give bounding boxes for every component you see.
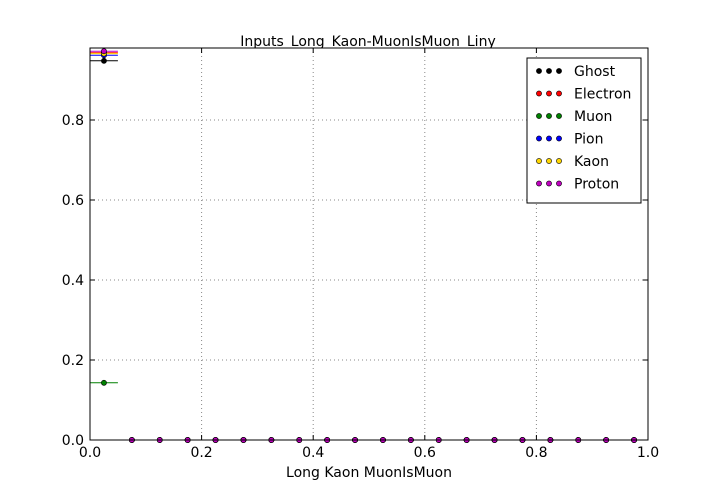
legend: Ghost Electron Muon Pion Kaon Proton (526, 57, 642, 204)
x-tick-label: 0.4 (302, 445, 324, 461)
chart-title: Inputs_Long_Kaon-MuonIsMuon_Liny (240, 34, 495, 50)
legend-marker (546, 90, 552, 97)
legend-marker (556, 180, 562, 187)
x-tick-label: 0.8 (525, 445, 547, 461)
legend-label: Kaon (574, 154, 609, 170)
x-tick-label: 0.0 (79, 445, 101, 461)
legend-marker (546, 158, 552, 164)
legend-marker (536, 180, 542, 187)
legend-marker (556, 135, 562, 142)
legend-label: Muon (574, 109, 612, 125)
legend-marker (536, 68, 542, 74)
legend-marker (546, 180, 552, 187)
y-tick-label: 0.0 (62, 433, 84, 449)
legend-label: Pion (574, 132, 603, 148)
legend-marker (536, 135, 542, 142)
legend-label: Proton (574, 177, 619, 193)
legend-marker (556, 158, 562, 164)
legend-marker (546, 113, 552, 119)
y-tick-label: 0.4 (62, 273, 84, 289)
y-tick-label: 0.8 (62, 113, 84, 129)
legend-marker (546, 135, 552, 142)
x-axis: 0.0 0.2 0.4 0.6 0.8 1.0 (79, 48, 659, 461)
x-axis-label: Long Kaon MuonIsMuon (286, 465, 452, 481)
legend-marker (546, 68, 552, 74)
legend-marker (536, 90, 542, 97)
legend-marker (536, 113, 542, 119)
y-axis: 0.0 0.2 0.4 0.6 0.8 (62, 113, 648, 449)
legend-marker (536, 158, 542, 164)
x-tick-label: 1.0 (637, 445, 659, 461)
data-point (101, 57, 107, 64)
legend-label: Electron (574, 87, 631, 103)
x-tick-label: 0.6 (414, 445, 436, 461)
legend-box (526, 57, 642, 204)
legend-label: Ghost (574, 64, 616, 80)
plot-frame (89, 47, 649, 441)
data-point (101, 379, 107, 386)
y-tick-label: 0.6 (62, 193, 84, 209)
data-point (101, 48, 107, 55)
y-tick-label: 0.2 (62, 353, 84, 369)
legend-marker (556, 113, 562, 119)
legend-marker (556, 68, 562, 74)
x-tick-label: 0.2 (190, 445, 212, 461)
legend-marker (556, 90, 562, 97)
